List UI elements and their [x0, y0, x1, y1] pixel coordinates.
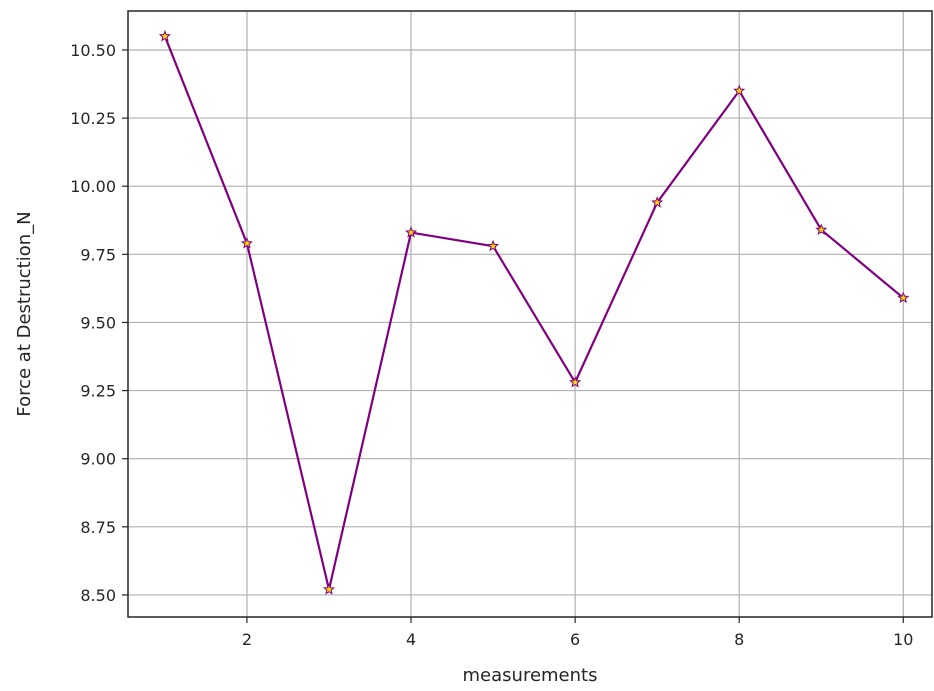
marker-layer	[158, 29, 910, 595]
x-axis-label: measurements	[463, 665, 598, 686]
plot-frame	[127, 10, 933, 618]
data-point-marker	[651, 196, 664, 208]
x-tick-label: 4	[406, 630, 416, 649]
y-tick-label: 9.00	[80, 450, 116, 469]
y-tick-label: 8.75	[80, 518, 116, 537]
y-tick-label: 9.75	[80, 245, 116, 264]
data-point-marker	[240, 237, 253, 249]
data-point-marker	[487, 239, 500, 252]
x-axis-ticks: 2 4 6 8 10	[242, 617, 913, 649]
y-tick-label: 10.50	[70, 41, 116, 60]
y-axis-ticks: 8.50 8.75 9.00 9.25 9.50 9.75 10.00 10.25 10.50	[70, 41, 128, 605]
data-point-marker	[815, 223, 828, 235]
y-tick-label: 10.25	[70, 109, 116, 128]
series-layer	[163, 35, 904, 591]
y-tick-label: 9.50	[80, 313, 116, 332]
data-point-marker	[405, 226, 418, 238]
x-tick-label: 10	[893, 630, 913, 649]
data-point-marker	[569, 376, 582, 388]
y-tick-label: 9.25	[80, 382, 116, 401]
data-point-marker	[158, 29, 171, 42]
data-point-marker	[897, 291, 910, 304]
y-axis-label: Force at Destruction_N	[14, 211, 35, 416]
data-point-marker	[322, 583, 336, 595]
x-tick-label: 8	[734, 630, 744, 649]
grid	[128, 11, 932, 617]
data-point-marker	[733, 84, 746, 96]
y-tick-label: 10.00	[70, 177, 116, 196]
x-tick-label: 6	[570, 630, 580, 649]
series-line	[163, 35, 904, 591]
y-tick-label: 8.50	[80, 586, 116, 605]
x-tick-label: 2	[242, 630, 252, 649]
